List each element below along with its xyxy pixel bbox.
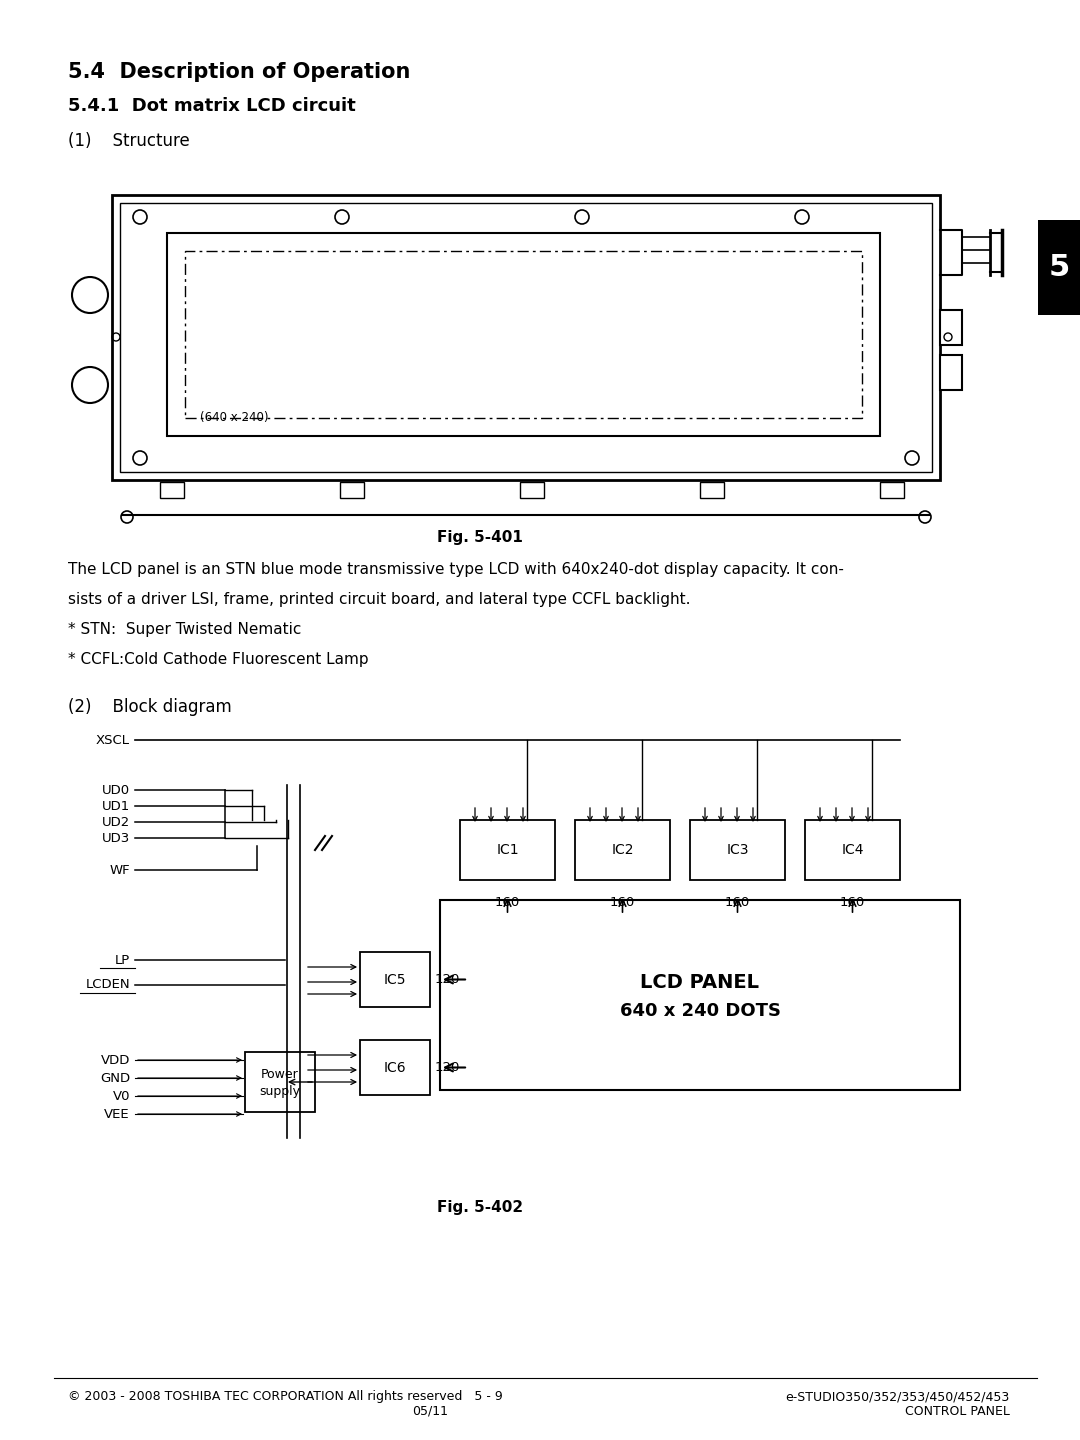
Text: LCD PANEL: LCD PANEL <box>640 973 759 992</box>
Text: e-STUDIO350/352/353/450/452/453
CONTROL PANEL: e-STUDIO350/352/353/450/452/453 CONTROL … <box>786 1390 1010 1418</box>
Text: 5.4  Description of Operation: 5.4 Description of Operation <box>68 62 410 82</box>
Bar <box>1038 220 1080 315</box>
Text: VEE: VEE <box>105 1107 130 1120</box>
Text: UD2: UD2 <box>102 815 130 828</box>
Text: VDD: VDD <box>100 1054 130 1067</box>
Text: Fig. 5-402: Fig. 5-402 <box>437 1200 523 1215</box>
Text: * CCFL:Cold Cathode Fluorescent Lamp: * CCFL:Cold Cathode Fluorescent Lamp <box>68 652 368 667</box>
Text: © 2003 - 2008 TOSHIBA TEC CORPORATION All rights reserved   5 - 9: © 2003 - 2008 TOSHIBA TEC CORPORATION Al… <box>68 1390 503 1403</box>
Text: UD3: UD3 <box>102 831 130 844</box>
Text: 640 x 240 DOTS: 640 x 240 DOTS <box>620 1002 781 1020</box>
Bar <box>360 1040 430 1094</box>
Text: GND: GND <box>99 1071 130 1084</box>
Bar <box>940 356 962 390</box>
Bar <box>340 482 364 498</box>
Bar <box>160 482 184 498</box>
Bar <box>167 240 880 251</box>
Text: Power: Power <box>261 1068 299 1081</box>
Bar <box>167 425 880 435</box>
Text: 5: 5 <box>1049 253 1069 282</box>
Bar <box>185 251 862 418</box>
Text: (1)    Structure: (1) Structure <box>68 132 190 150</box>
Text: XSCL: XSCL <box>96 733 130 746</box>
Text: * STN:  Super Twisted Nematic: * STN: Super Twisted Nematic <box>68 622 301 636</box>
Text: IC1: IC1 <box>496 842 518 857</box>
Text: sists of a driver LSI, frame, printed circuit board, and lateral type CCFL backl: sists of a driver LSI, frame, printed ci… <box>68 592 690 608</box>
Bar <box>112 194 940 480</box>
Bar <box>805 819 900 880</box>
Text: IC3: IC3 <box>726 842 748 857</box>
Text: 5.4.1  Dot matrix LCD circuit: 5.4.1 Dot matrix LCD circuit <box>68 96 355 115</box>
Text: 160: 160 <box>495 896 521 909</box>
Bar <box>167 240 880 251</box>
Bar <box>575 819 670 880</box>
Bar <box>167 425 880 435</box>
Text: (2)    Block diagram: (2) Block diagram <box>68 698 232 716</box>
Text: IC6: IC6 <box>383 1060 406 1074</box>
Text: 160: 160 <box>725 896 751 909</box>
Bar <box>519 482 544 498</box>
Text: LP: LP <box>114 953 130 966</box>
Text: 160: 160 <box>610 896 635 909</box>
Bar <box>700 482 724 498</box>
Bar <box>940 310 962 346</box>
Text: IC2: IC2 <box>611 842 634 857</box>
Text: UD1: UD1 <box>102 799 130 812</box>
Text: 160: 160 <box>840 896 865 909</box>
Text: supply: supply <box>259 1084 300 1097</box>
Text: UD0: UD0 <box>102 783 130 796</box>
Bar <box>245 1053 315 1112</box>
Bar <box>880 482 904 498</box>
Bar <box>460 819 555 880</box>
Text: (640 x 240): (640 x 240) <box>200 410 269 423</box>
Text: WF: WF <box>109 864 130 877</box>
Text: 05/11: 05/11 <box>411 1405 448 1418</box>
Bar <box>120 203 932 472</box>
Text: V0: V0 <box>112 1090 130 1103</box>
Text: IC5: IC5 <box>383 972 406 986</box>
Bar <box>440 900 960 1090</box>
Text: 120: 120 <box>435 1061 460 1074</box>
Text: 120: 120 <box>435 973 460 986</box>
Text: The LCD panel is an STN blue mode transmissive type LCD with 640x240-dot display: The LCD panel is an STN blue mode transm… <box>68 562 843 577</box>
Bar <box>167 233 880 436</box>
Text: Fig. 5-401: Fig. 5-401 <box>437 530 523 544</box>
Bar <box>690 819 785 880</box>
Text: IC4: IC4 <box>841 842 864 857</box>
Bar <box>360 952 430 1007</box>
Text: LCDEN: LCDEN <box>85 979 130 992</box>
